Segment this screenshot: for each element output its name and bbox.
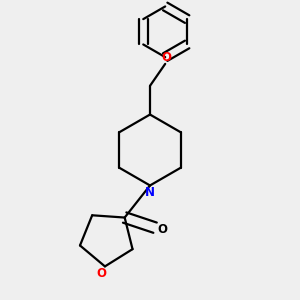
Text: O: O bbox=[158, 223, 167, 236]
Text: O: O bbox=[97, 267, 106, 280]
Text: O: O bbox=[161, 51, 172, 64]
Text: N: N bbox=[145, 186, 155, 200]
